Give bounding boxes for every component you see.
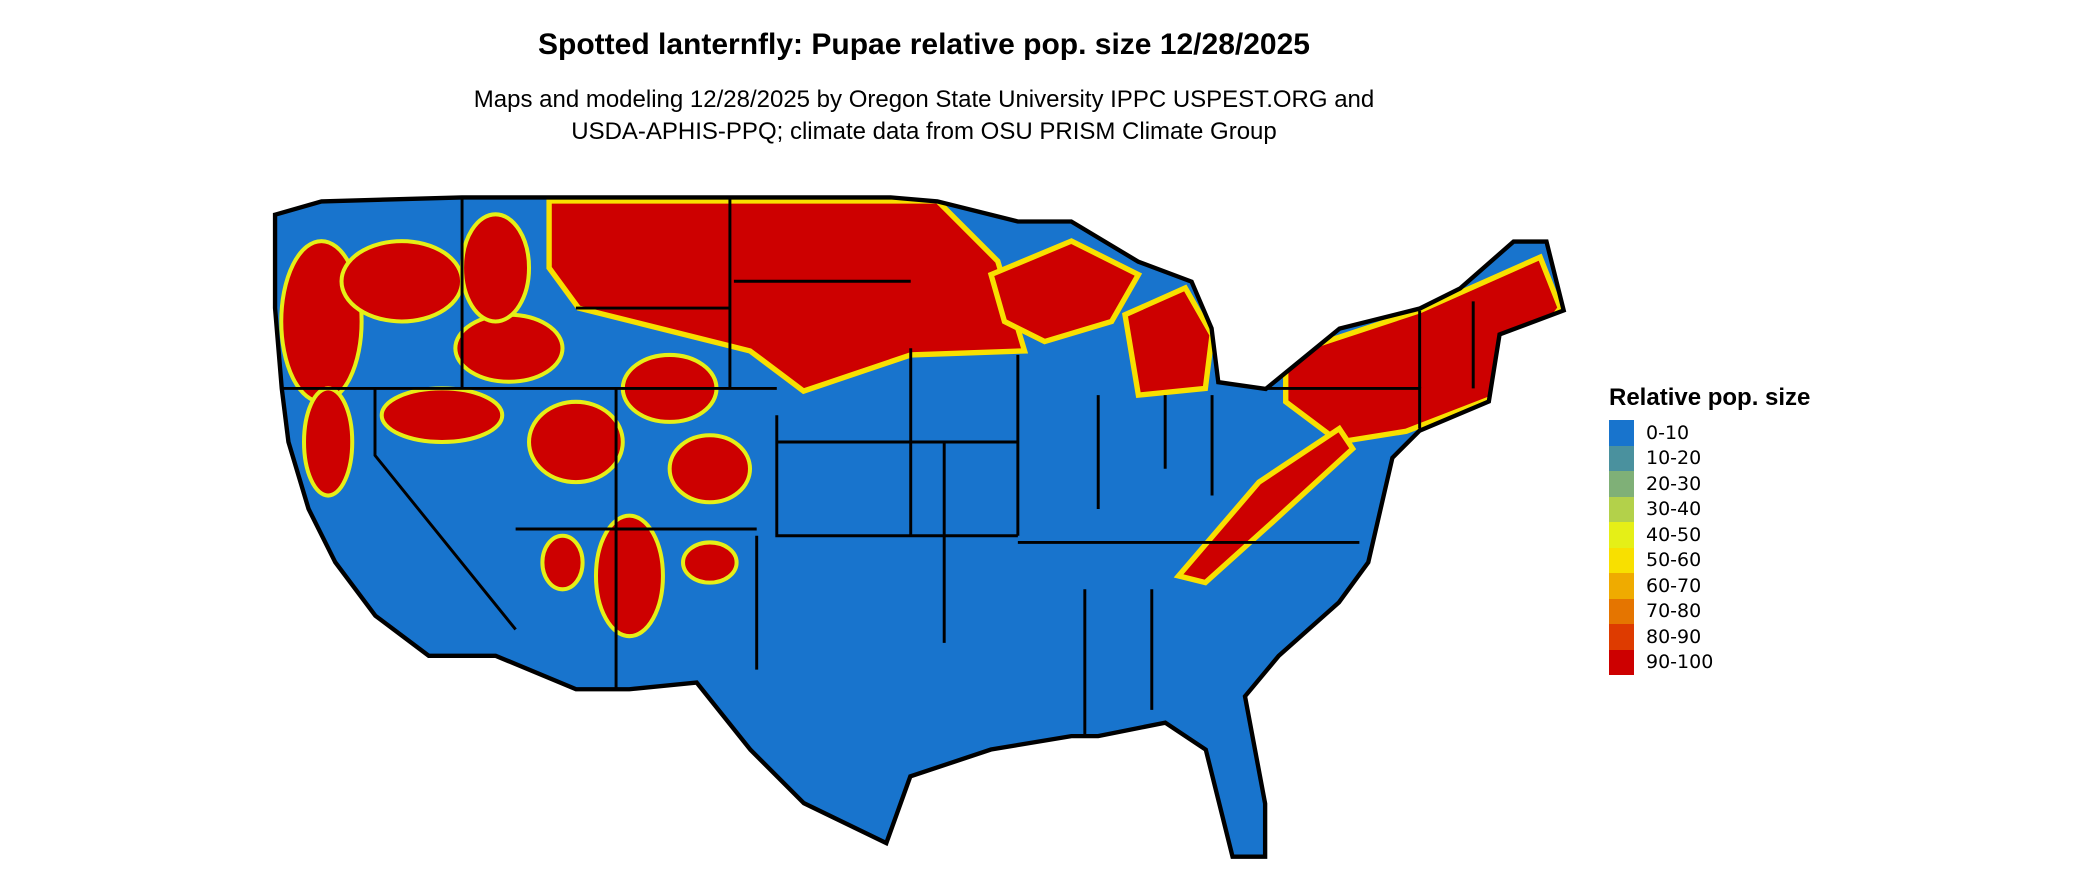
legend-label: 20-30 bbox=[1646, 472, 1702, 495]
state-borders bbox=[281, 196, 1475, 737]
subtitle-line-2: USDA-APHIS-PPQ; climate data from OSU PR… bbox=[571, 118, 1277, 145]
region-high-north-plains bbox=[546, 198, 1564, 586]
legend-item: 0-10 bbox=[1609, 420, 1810, 446]
legend-label: 50-60 bbox=[1646, 549, 1702, 572]
region-high-west bbox=[279, 212, 753, 639]
legend-item: 50-60 bbox=[1609, 547, 1810, 573]
legend-item: 10-20 bbox=[1609, 445, 1810, 471]
legend-label: 0-10 bbox=[1646, 421, 1690, 444]
legend-swatch bbox=[1609, 420, 1634, 446]
legend-swatch bbox=[1609, 598, 1634, 624]
legend-title: Relative pop. size bbox=[1609, 384, 1811, 411]
legend-swatch bbox=[1609, 471, 1634, 497]
legend-swatch bbox=[1609, 624, 1634, 650]
legend-swatch bbox=[1609, 573, 1634, 599]
map-subtitle: Maps and modeling 12/28/2025 by Oregon S… bbox=[0, 84, 1848, 148]
legend: Relative pop. size 0-10 10-20 20-30 30-40 40… bbox=[1609, 384, 1810, 675]
legend-label: 60-70 bbox=[1646, 574, 1702, 597]
legend-item: 40-50 bbox=[1609, 522, 1810, 548]
legend-label: 80-90 bbox=[1646, 625, 1702, 648]
legend-label: 70-80 bbox=[1646, 600, 1702, 623]
legend-item: 30-40 bbox=[1609, 496, 1810, 522]
legend-item: 20-30 bbox=[1609, 471, 1810, 497]
map-title: Spotted lanternfly: Pupae relative pop. … bbox=[538, 28, 1310, 61]
legend-swatch bbox=[1609, 649, 1634, 675]
legend-swatch bbox=[1609, 522, 1634, 548]
legend-label: 30-40 bbox=[1646, 498, 1702, 521]
legend-swatch bbox=[1609, 496, 1634, 522]
legend-item: 80-90 bbox=[1609, 624, 1810, 650]
legend-swatch bbox=[1609, 547, 1634, 573]
legend-swatch bbox=[1609, 445, 1634, 471]
legend-item: 70-80 bbox=[1609, 598, 1810, 624]
legend-label: 10-20 bbox=[1646, 447, 1702, 470]
legend-item: 90-100 bbox=[1609, 649, 1810, 675]
legend-label: 40-50 bbox=[1646, 523, 1702, 546]
legend-label: 90-100 bbox=[1646, 651, 1714, 674]
subtitle-line-1: Maps and modeling 12/28/2025 by Oregon S… bbox=[473, 86, 1375, 113]
legend-item: 60-70 bbox=[1609, 573, 1810, 599]
